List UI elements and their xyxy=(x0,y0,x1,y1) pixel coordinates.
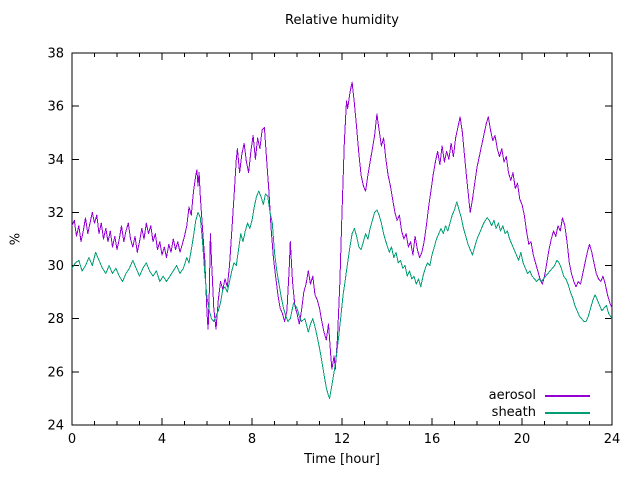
x-tick-label: 20 xyxy=(514,432,531,447)
legend: aerosol sheath xyxy=(489,387,590,421)
series-line-aerosol xyxy=(71,81,613,370)
y-axis-label: % xyxy=(8,232,24,246)
y-tick-label: 26 xyxy=(47,365,64,380)
legend-item-sheath: sheath xyxy=(489,404,590,421)
x-tick-label: 0 xyxy=(68,432,76,447)
y-tick-label: 34 xyxy=(47,153,64,168)
x-tick-label: 4 xyxy=(158,432,166,447)
series-line-sheath xyxy=(71,190,613,399)
legend-item-aerosol: aerosol xyxy=(489,387,590,404)
y-tick-label: 38 xyxy=(47,47,64,62)
y-tick-label: 32 xyxy=(47,206,64,221)
legend-label-sheath: sheath xyxy=(491,405,536,420)
x-tick-label: 24 xyxy=(604,432,621,447)
x-axis-label: Time [hour] xyxy=(304,452,380,467)
x-tick-label: 12 xyxy=(334,432,351,447)
y-tick-label: 28 xyxy=(47,312,64,327)
x-tick-label: 8 xyxy=(248,432,256,447)
y-tick-label: 36 xyxy=(47,100,64,115)
x-tick-label: 16 xyxy=(424,432,441,447)
y-tick-label: 24 xyxy=(47,419,64,434)
legend-line-sample-aerosol xyxy=(545,394,590,397)
legend-line-sample-sheath xyxy=(545,411,590,414)
y-tick-label: 30 xyxy=(47,259,64,274)
chart-title: Relative humidity xyxy=(285,13,399,28)
legend-label-aerosol: aerosol xyxy=(488,388,536,403)
